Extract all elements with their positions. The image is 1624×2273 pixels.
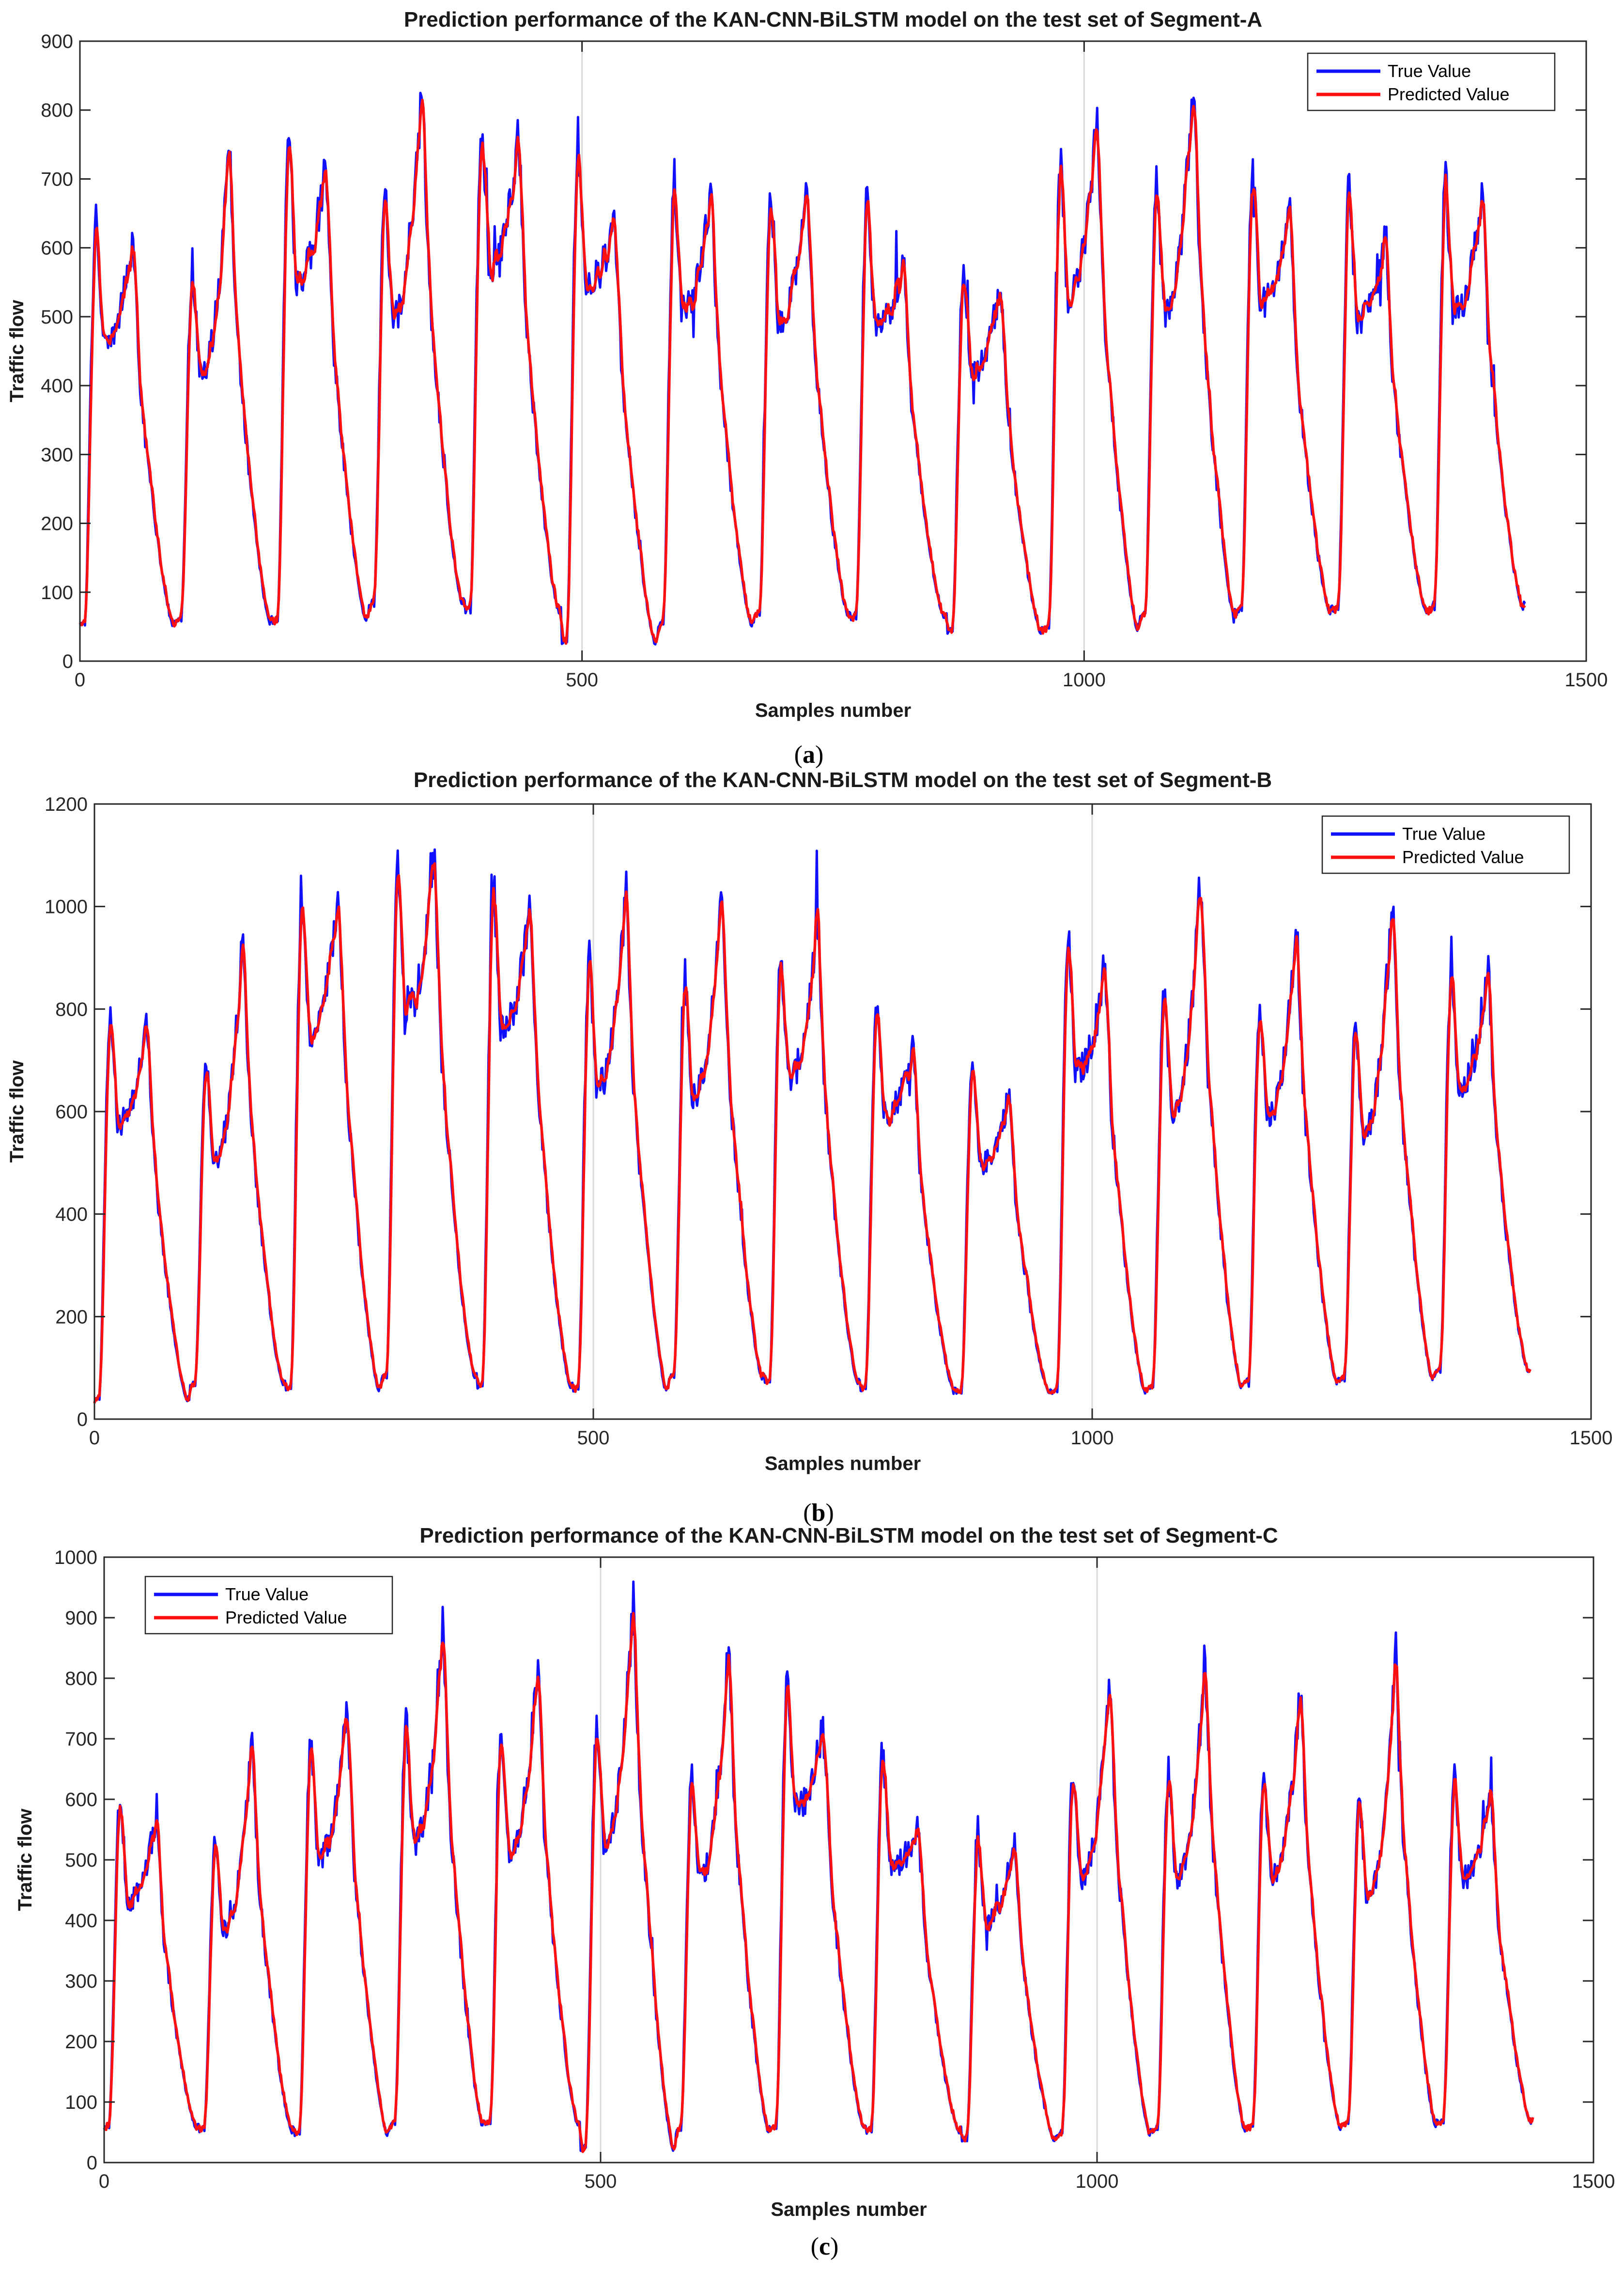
y-tick-label: 400 (65, 1910, 97, 1932)
y-tick-label: 1000 (45, 897, 88, 918)
legend: True Value Predicted Value (1307, 52, 1556, 111)
legend-box (1321, 815, 1570, 874)
y-axis-label: Traffic flow (15, 1809, 36, 1911)
y-tick-label: 500 (65, 1850, 97, 1871)
y-tick-label: 200 (65, 2031, 97, 2053)
y-tick-label: 800 (65, 1668, 97, 1689)
x-tick-label: 500 (577, 1427, 610, 1449)
panel-caption: (a) (794, 741, 824, 769)
chart-panel-a: 0 100 200 300 400 500 600 700 800 900 0 500 1000 1500… (6, 8, 1608, 769)
x-tick-label: 1500 (1565, 669, 1608, 691)
legend-entry: Predicted Value (1388, 84, 1510, 104)
panel-caption: (b) (803, 1499, 834, 1527)
y-axis-label: Traffic flow (6, 1060, 28, 1163)
y-tick-label: 0 (62, 651, 73, 672)
x-tick-label: 1000 (1076, 2171, 1119, 2192)
y-tick-label: 300 (65, 1971, 97, 1992)
x-axis-label: Samples number (771, 2199, 927, 2220)
legend-entry: Predicted Value (225, 1608, 347, 1627)
panel-caption: (c) (811, 2233, 839, 2260)
axes-box (79, 40, 1587, 662)
y-tick-label: 800 (41, 100, 73, 121)
y-tick-label: 0 (87, 2152, 97, 2174)
y-tick-label: 1200 (45, 794, 88, 815)
legend: True Value Predicted Value (1321, 815, 1570, 874)
y-tick-label: 600 (65, 1789, 97, 1810)
y-tick-label: 0 (77, 1409, 88, 1430)
y-tick-label: 600 (41, 238, 73, 259)
x-tick-label: 500 (566, 669, 598, 691)
y-tick-label: 800 (55, 999, 88, 1020)
chart-panel-b: 0 200 400 600 800 1000 1200 0 500 1000 1500 Predict… (6, 768, 1612, 1527)
x-tick-label: 0 (89, 1427, 100, 1449)
y-axis-label: Traffic flow (6, 300, 28, 402)
y-tick-label: 400 (55, 1204, 88, 1225)
x-tick-label: 1000 (1063, 669, 1106, 691)
predicted-value-line (93, 862, 1531, 1404)
y-tick-label: 600 (55, 1101, 88, 1123)
legend-entry: True Value (1402, 824, 1485, 844)
x-tick-label: 500 (585, 2171, 617, 2192)
plot-area (80, 41, 1586, 661)
x-tick-label: 1500 (1570, 1427, 1613, 1449)
y-tick-label: 100 (41, 582, 73, 603)
x-tick-label: 0 (99, 2171, 109, 2192)
y-tick-label: 900 (65, 1608, 97, 1629)
chart-title: Prediction performance of the KAN-CNN-Bi… (419, 1524, 1278, 1547)
x-tick-label: 1500 (1572, 2171, 1615, 2192)
chart-title: Prediction performance of the KAN-CNN-Bi… (414, 768, 1272, 792)
legend-entry: True Value (225, 1584, 309, 1604)
legend-entry: True Value (1388, 61, 1471, 81)
legend-box (144, 1576, 393, 1635)
y-tick-label: 200 (41, 513, 73, 535)
predicted-value-line (78, 98, 1526, 645)
y-tick-label: 100 (65, 2092, 97, 2113)
x-tick-label: 0 (75, 669, 85, 691)
chart-panel-c: 0 100 200 300 400 500 600 700 800 900 1000 0 500 1000… (15, 1524, 1615, 2260)
chart-title: Prediction performance of the KAN-CNN-Bi… (404, 8, 1262, 31)
x-axis-label: Samples number (755, 700, 911, 721)
y-tick-label: 1000 (54, 1547, 97, 1568)
y-tick-label: 900 (41, 31, 73, 52)
plot-area (94, 804, 1591, 1419)
x-axis-label: Samples number (765, 1453, 921, 1474)
predicted-value-line (104, 1612, 1534, 2153)
plot-area (104, 1557, 1593, 2163)
y-tick-label: 200 (55, 1306, 88, 1328)
y-tick-label: 400 (41, 375, 73, 397)
x-tick-label: 1000 (1071, 1427, 1114, 1449)
legend-entry: Predicted Value (1402, 847, 1524, 867)
y-tick-label: 500 (41, 307, 73, 328)
y-tick-label: 700 (41, 169, 73, 190)
y-tick-label: 300 (41, 444, 73, 465)
legend-box (1307, 52, 1556, 111)
y-tick-label: 700 (65, 1729, 97, 1750)
legend: True Value Predicted Value (144, 1576, 393, 1635)
